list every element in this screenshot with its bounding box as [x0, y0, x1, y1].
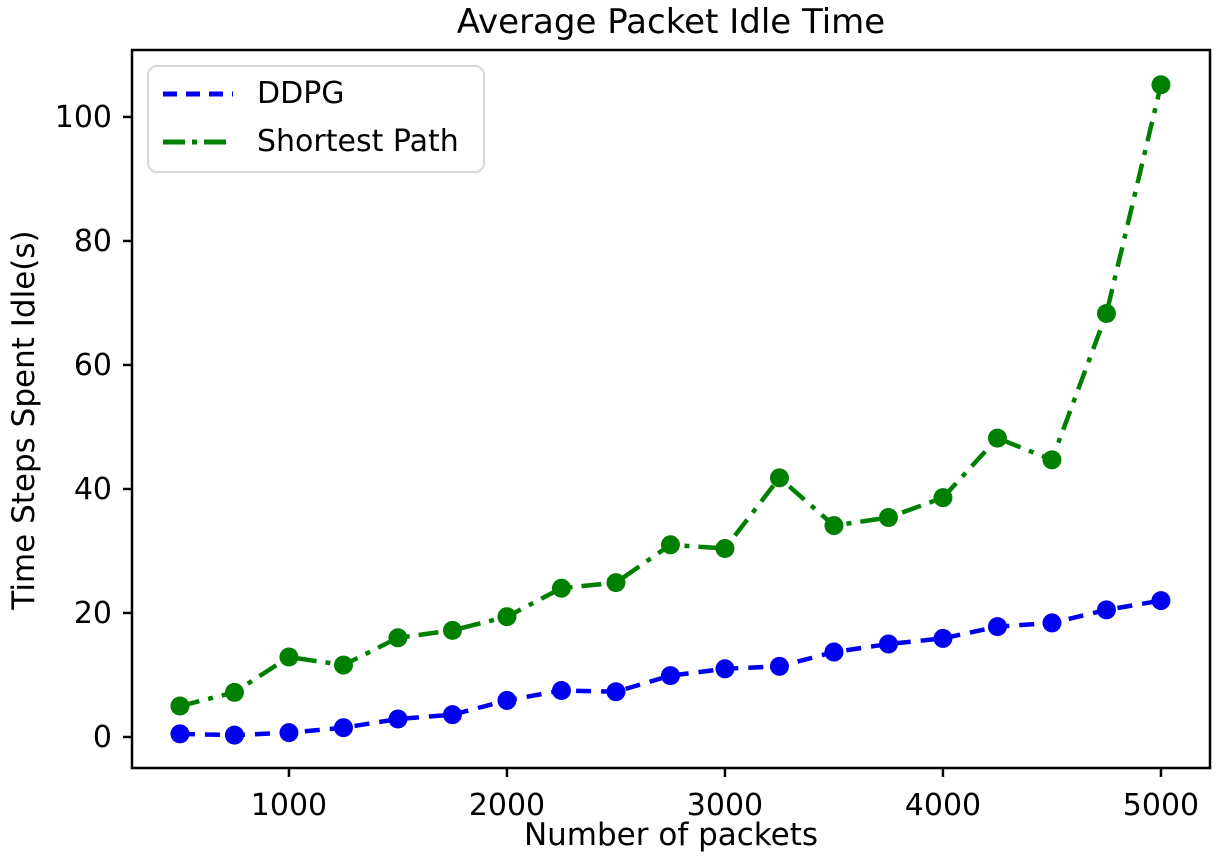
chart-title: Average Packet Idle Time [456, 2, 886, 42]
shortest-path-marker [987, 428, 1007, 448]
x-tick-label: 2000 [469, 788, 545, 823]
shortest-path-marker [1151, 75, 1171, 95]
ddpg-marker [933, 628, 953, 648]
x-tick-label: 3000 [687, 788, 763, 823]
ddpg-marker [333, 718, 353, 738]
ddpg-marker [769, 656, 789, 676]
x-axis-label: Number of packets [523, 817, 819, 853]
ddpg-marker [279, 723, 299, 743]
ddpg-marker [1042, 613, 1062, 633]
y-tick-label: 100 [55, 100, 112, 135]
x-tick-label: 1000 [251, 788, 327, 823]
shortest-path-marker [1042, 450, 1062, 470]
ddpg-marker [660, 666, 680, 686]
legend-label-ddpg: DDPG [257, 76, 345, 111]
ddpg-marker [606, 682, 626, 702]
y-tick-label: 0 [93, 720, 112, 755]
ddpg-marker [824, 642, 844, 662]
legend-entry-ddpg: DDPG [149, 70, 483, 118]
ddpg-marker [1096, 600, 1116, 620]
ddpg-marker [878, 634, 898, 654]
shortest-path-marker [715, 539, 735, 559]
legend-entry-shortest-path: Shortest Path [149, 118, 483, 166]
shortest-path-marker [333, 655, 353, 675]
shortest-path-marker [497, 607, 517, 627]
shortest-path-marker [878, 508, 898, 528]
shortest-path-marker [551, 578, 571, 598]
ddpg-marker [497, 690, 517, 710]
x-tick-label: 5000 [1123, 788, 1199, 823]
shortest-path-dashdot-line-icon [163, 139, 233, 145]
ddpg-marker [170, 724, 190, 744]
ddpg-marker [987, 617, 1007, 637]
shortest-path-marker [660, 535, 680, 555]
y-tick-label: 60 [74, 348, 112, 383]
x-tick-label: 4000 [905, 788, 981, 823]
shortest-path-marker [279, 647, 299, 667]
legend: DDPG Shortest Path [147, 65, 485, 173]
shortest-path-marker [388, 628, 408, 648]
ddpg-marker [442, 705, 462, 725]
ddpg-dashed-line-icon [163, 91, 233, 97]
shortest-path-marker [1096, 304, 1116, 324]
ddpg-marker [551, 680, 571, 700]
shortest-path-marker [442, 620, 462, 640]
y-tick-label: 20 [74, 596, 112, 631]
legend-label-shortest-path: Shortest Path [257, 124, 459, 159]
y-tick-label: 80 [74, 224, 112, 259]
axes-spines [130, 48, 1212, 770]
shortest-path-line [179, 84, 1164, 709]
shortest-path-marker [606, 573, 626, 593]
ddpg-marker [1151, 591, 1171, 611]
shortest-path-marker [824, 516, 844, 536]
ddpg-marker [224, 725, 244, 745]
shortest-path-marker [170, 696, 190, 716]
y-tick-label: 40 [74, 472, 112, 507]
shortest-path-marker [224, 682, 244, 702]
shortest-path-marker [769, 468, 789, 488]
ddpg-marker [715, 659, 735, 679]
ddpg-marker [388, 709, 408, 729]
shortest-path-marker [933, 488, 953, 508]
